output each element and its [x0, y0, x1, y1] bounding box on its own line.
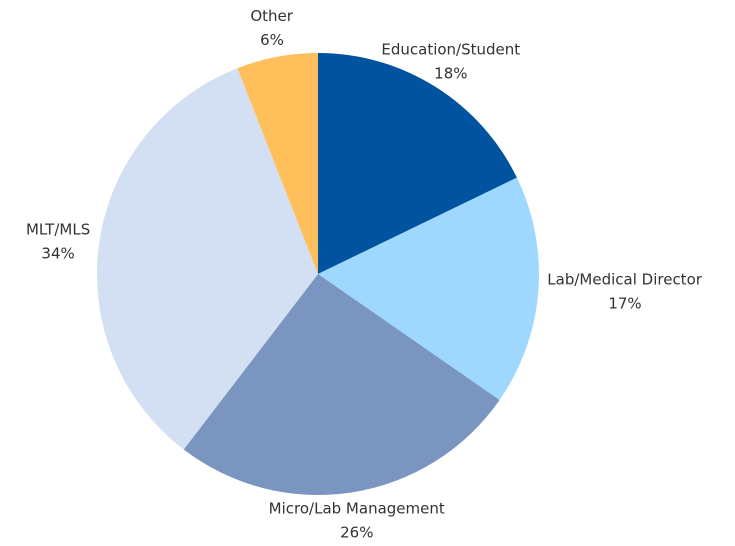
slice-value-label: 6% [260, 31, 284, 49]
slice-label: MLT/MLS [26, 220, 90, 238]
slice-label: Micro/Lab Management [269, 499, 445, 517]
slice-label: Education/Student [381, 41, 520, 59]
pie-slice [96, 68, 318, 450]
slice-label: Other [250, 7, 293, 25]
pie-slice [318, 177, 539, 400]
pie-slice [183, 274, 500, 496]
pie-slice [237, 53, 318, 274]
slice-value-label: 18% [434, 65, 467, 83]
pie-slice [318, 53, 517, 274]
slice-value-label: 26% [340, 523, 373, 541]
slice-value-label: 34% [41, 244, 74, 262]
slice-value-label: 17% [608, 294, 641, 312]
slice-label: Lab/Medical Director [547, 270, 702, 288]
